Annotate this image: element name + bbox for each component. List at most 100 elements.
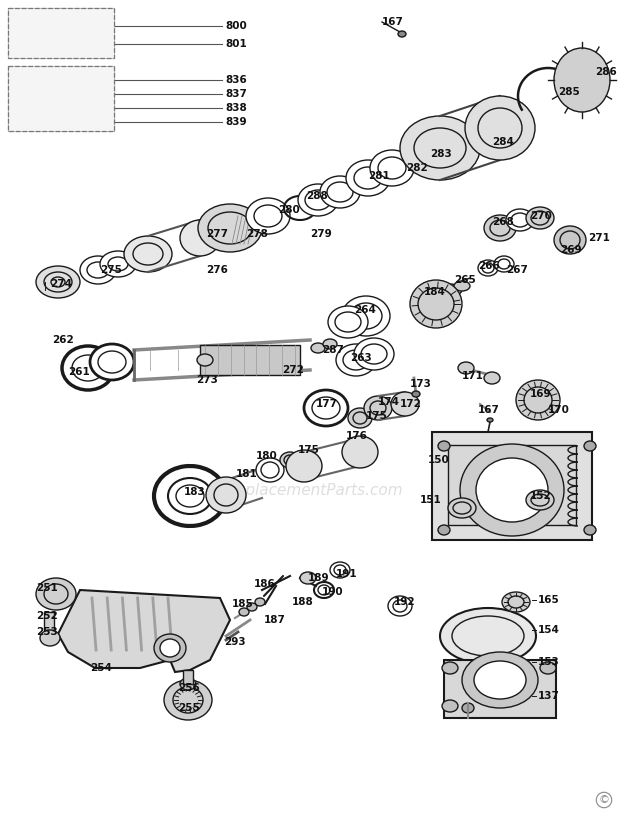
Ellipse shape <box>336 344 376 376</box>
Text: 282: 282 <box>406 163 428 173</box>
Text: 167: 167 <box>478 405 500 415</box>
Text: 283: 283 <box>430 149 452 159</box>
Text: 256: 256 <box>178 683 200 693</box>
Bar <box>8 66 114 131</box>
Ellipse shape <box>540 662 556 674</box>
Text: 152: 152 <box>530 491 552 501</box>
Ellipse shape <box>438 284 462 296</box>
Text: 251: 251 <box>36 583 58 593</box>
Ellipse shape <box>462 703 474 713</box>
Ellipse shape <box>197 354 213 366</box>
Ellipse shape <box>154 634 186 662</box>
Ellipse shape <box>100 251 136 277</box>
Text: 176: 176 <box>346 431 368 441</box>
Ellipse shape <box>458 362 474 374</box>
Ellipse shape <box>476 458 548 522</box>
Text: 281: 281 <box>368 171 390 181</box>
Bar <box>200 345 300 375</box>
Text: 286: 286 <box>595 67 617 77</box>
Text: 186: 186 <box>254 579 276 589</box>
Text: 252: 252 <box>36 611 58 621</box>
Ellipse shape <box>168 478 212 514</box>
Text: 263: 263 <box>350 353 372 363</box>
Text: 181: 181 <box>236 469 258 479</box>
Ellipse shape <box>494 256 514 272</box>
Ellipse shape <box>398 31 406 37</box>
Ellipse shape <box>412 391 420 397</box>
FancyBboxPatch shape <box>8 66 114 131</box>
Text: 174: 174 <box>378 397 400 407</box>
Text: 255: 255 <box>178 703 200 713</box>
Text: 189: 189 <box>308 573 330 583</box>
Text: 287: 287 <box>322 345 344 355</box>
Text: 838: 838 <box>225 103 247 113</box>
Ellipse shape <box>400 116 480 180</box>
Text: 839: 839 <box>225 117 247 127</box>
Text: 288: 288 <box>306 191 328 201</box>
Ellipse shape <box>506 209 534 231</box>
FancyBboxPatch shape <box>8 8 114 58</box>
Text: 173: 173 <box>410 379 432 389</box>
Text: 836: 836 <box>225 75 247 85</box>
Ellipse shape <box>320 176 360 208</box>
Bar <box>432 432 592 540</box>
Text: 265: 265 <box>454 275 476 285</box>
Text: 278: 278 <box>246 229 268 239</box>
Text: 185: 185 <box>232 599 254 609</box>
Ellipse shape <box>36 266 80 298</box>
Text: 171: 171 <box>462 371 484 381</box>
Ellipse shape <box>584 525 596 535</box>
Text: 264: 264 <box>354 305 376 315</box>
Text: 167: 167 <box>382 17 404 27</box>
Text: 293: 293 <box>224 637 246 647</box>
Ellipse shape <box>328 306 368 338</box>
Text: ©: © <box>598 795 609 805</box>
Polygon shape <box>58 590 230 672</box>
Ellipse shape <box>342 436 378 468</box>
Text: 284: 284 <box>492 137 514 147</box>
Text: 192: 192 <box>394 597 415 607</box>
Ellipse shape <box>164 680 212 720</box>
Ellipse shape <box>554 48 610 112</box>
Ellipse shape <box>391 392 419 416</box>
Ellipse shape <box>487 418 493 422</box>
Bar <box>183 670 193 684</box>
Text: 169: 169 <box>530 389 552 399</box>
Ellipse shape <box>484 372 500 384</box>
Ellipse shape <box>124 236 172 272</box>
Ellipse shape <box>90 344 134 380</box>
Text: 254: 254 <box>90 663 112 673</box>
Text: 280: 280 <box>278 205 299 215</box>
Text: 268: 268 <box>492 217 514 227</box>
Text: 273: 273 <box>196 375 218 385</box>
Text: 188: 188 <box>292 597 314 607</box>
Ellipse shape <box>516 380 560 420</box>
Ellipse shape <box>342 296 390 336</box>
Ellipse shape <box>454 281 470 291</box>
Ellipse shape <box>160 639 180 657</box>
Text: 177: 177 <box>316 399 338 409</box>
Text: 153: 153 <box>538 657 560 667</box>
Ellipse shape <box>462 652 538 708</box>
Text: 285: 285 <box>558 87 580 97</box>
Text: 800: 800 <box>225 21 247 31</box>
Ellipse shape <box>80 256 116 284</box>
Ellipse shape <box>584 441 596 451</box>
Ellipse shape <box>438 525 450 535</box>
Ellipse shape <box>298 184 338 216</box>
Ellipse shape <box>440 608 536 664</box>
Ellipse shape <box>286 450 322 482</box>
Text: 150: 150 <box>428 455 450 465</box>
Ellipse shape <box>256 458 284 482</box>
Text: 272: 272 <box>282 365 304 375</box>
Text: 253: 253 <box>36 627 58 637</box>
Ellipse shape <box>304 390 348 426</box>
Ellipse shape <box>442 662 458 674</box>
Text: 172: 172 <box>400 399 422 409</box>
Text: 175: 175 <box>298 445 320 455</box>
Ellipse shape <box>346 160 390 196</box>
Text: 261: 261 <box>68 367 90 377</box>
Ellipse shape <box>62 346 114 390</box>
Ellipse shape <box>388 596 412 616</box>
Text: 190: 190 <box>322 587 343 597</box>
